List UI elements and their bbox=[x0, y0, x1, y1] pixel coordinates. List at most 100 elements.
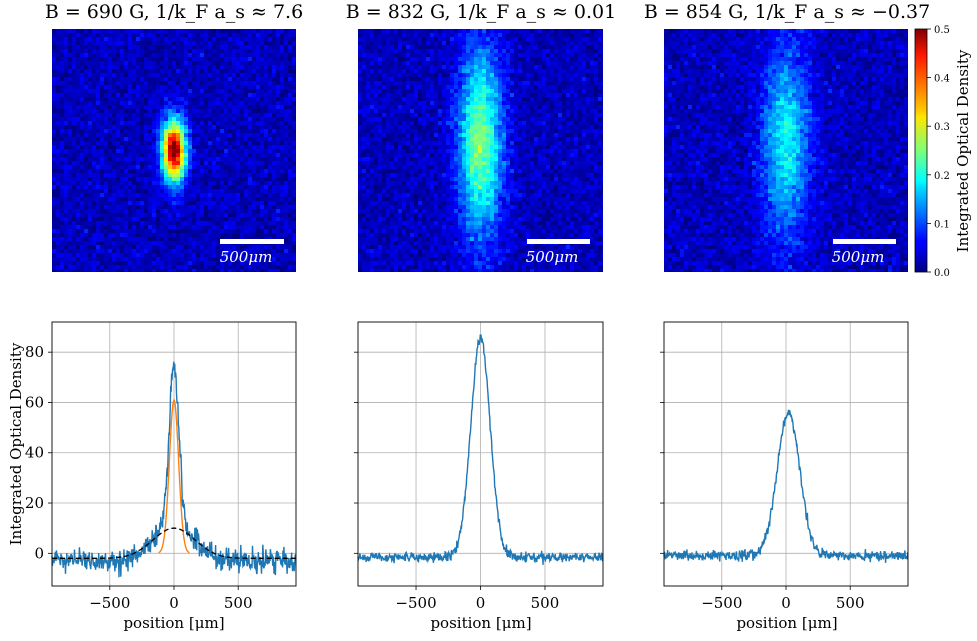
image-pixel bbox=[510, 65, 514, 69]
image-pixel bbox=[148, 117, 152, 121]
image-pixel bbox=[414, 57, 418, 61]
image-pixel bbox=[280, 253, 284, 257]
image-pixel bbox=[204, 145, 208, 149]
image-pixel bbox=[252, 41, 256, 45]
image-pixel bbox=[104, 73, 108, 77]
image-pixel bbox=[590, 49, 594, 53]
image-pixel bbox=[446, 81, 450, 85]
image-pixel bbox=[160, 257, 164, 261]
image-pixel bbox=[60, 265, 64, 269]
image-pixel bbox=[84, 181, 88, 185]
image-pixel bbox=[152, 221, 156, 225]
image-pixel bbox=[212, 97, 216, 101]
image-pixel bbox=[398, 45, 402, 49]
image-pixel bbox=[358, 41, 362, 45]
image-pixel bbox=[192, 81, 196, 85]
image-pixel bbox=[192, 245, 196, 249]
image-pixel bbox=[200, 173, 204, 177]
image-pixel bbox=[232, 49, 236, 53]
image-pixel bbox=[362, 97, 366, 101]
image-pixel bbox=[260, 229, 264, 233]
image-pixel bbox=[418, 41, 422, 45]
image-pixel bbox=[104, 29, 108, 33]
image-pixel bbox=[172, 65, 176, 69]
image-pixel bbox=[522, 53, 526, 57]
image-pixel bbox=[136, 89, 140, 93]
image-pixel bbox=[80, 49, 84, 53]
image-pixel bbox=[144, 81, 148, 85]
image-pixel bbox=[358, 109, 362, 113]
image-pixel bbox=[116, 185, 120, 189]
image-pixel bbox=[228, 137, 232, 141]
image-pixel bbox=[100, 193, 104, 197]
image-pixel bbox=[244, 105, 248, 109]
image-pixel bbox=[212, 113, 216, 117]
image-pixel bbox=[386, 37, 390, 41]
image-pixel bbox=[386, 101, 390, 105]
image-pixel bbox=[168, 213, 172, 217]
image-pixel bbox=[136, 157, 140, 161]
image-pixel bbox=[84, 149, 88, 153]
image-pixel bbox=[240, 61, 244, 65]
image-pixel bbox=[184, 257, 188, 261]
image-pixel bbox=[184, 113, 188, 117]
image-pixel bbox=[64, 177, 68, 181]
image-pixel bbox=[602, 89, 603, 93]
image-pixel bbox=[136, 149, 140, 153]
image-pixel bbox=[498, 89, 502, 93]
image-pixel bbox=[232, 269, 236, 272]
image-pixel bbox=[284, 33, 288, 37]
image-pixel bbox=[510, 69, 514, 73]
image-pixel bbox=[168, 81, 172, 85]
image-pixel bbox=[284, 81, 288, 85]
image-pixel bbox=[398, 89, 402, 93]
image-pixel bbox=[494, 41, 498, 45]
image-pixel bbox=[490, 77, 494, 81]
image-pixel bbox=[236, 77, 240, 81]
image-pixel bbox=[550, 97, 554, 101]
image-pixel bbox=[224, 261, 228, 265]
image-pixel bbox=[502, 97, 506, 101]
image-pixel bbox=[212, 61, 216, 65]
image-pixel bbox=[264, 141, 268, 145]
image-pixel bbox=[144, 109, 148, 113]
image-pixel bbox=[152, 85, 156, 89]
image-pixel bbox=[522, 45, 526, 49]
image-pixel bbox=[478, 37, 482, 41]
image-pixel bbox=[160, 189, 164, 193]
image-pixel bbox=[76, 121, 80, 125]
image-pixel bbox=[200, 149, 204, 153]
image-pixel bbox=[232, 37, 236, 41]
image-pixel bbox=[462, 77, 466, 81]
image-pixel bbox=[172, 33, 176, 37]
image-pixel bbox=[236, 113, 240, 117]
image-pixel bbox=[398, 49, 402, 53]
image-pixel bbox=[88, 129, 92, 133]
image-pixel bbox=[224, 245, 228, 249]
image-pixel bbox=[240, 29, 244, 33]
image-pixel bbox=[526, 81, 530, 85]
image-pixel bbox=[204, 233, 208, 237]
image-pixel bbox=[538, 41, 542, 45]
image-pixel bbox=[52, 97, 56, 101]
image-pixel bbox=[236, 193, 240, 197]
image-pixel bbox=[128, 209, 132, 213]
image-pixel bbox=[406, 97, 410, 101]
image-pixel bbox=[288, 229, 292, 233]
image-pixel bbox=[486, 61, 490, 65]
image-pixel bbox=[268, 177, 272, 181]
image-pixel bbox=[474, 41, 478, 45]
image-pixel bbox=[244, 53, 248, 57]
image-pixel bbox=[260, 29, 264, 33]
image-pixel bbox=[136, 257, 140, 261]
image-pixel bbox=[116, 145, 120, 149]
image-pixel bbox=[260, 61, 264, 65]
image-pixel bbox=[236, 141, 240, 145]
image-pixel bbox=[518, 77, 522, 81]
image-pixel bbox=[84, 265, 88, 269]
image-pixel bbox=[96, 105, 100, 109]
image-pixel bbox=[84, 77, 88, 81]
image-pixel bbox=[276, 165, 280, 169]
image-pixel bbox=[188, 173, 192, 177]
image-pixel bbox=[164, 69, 168, 73]
